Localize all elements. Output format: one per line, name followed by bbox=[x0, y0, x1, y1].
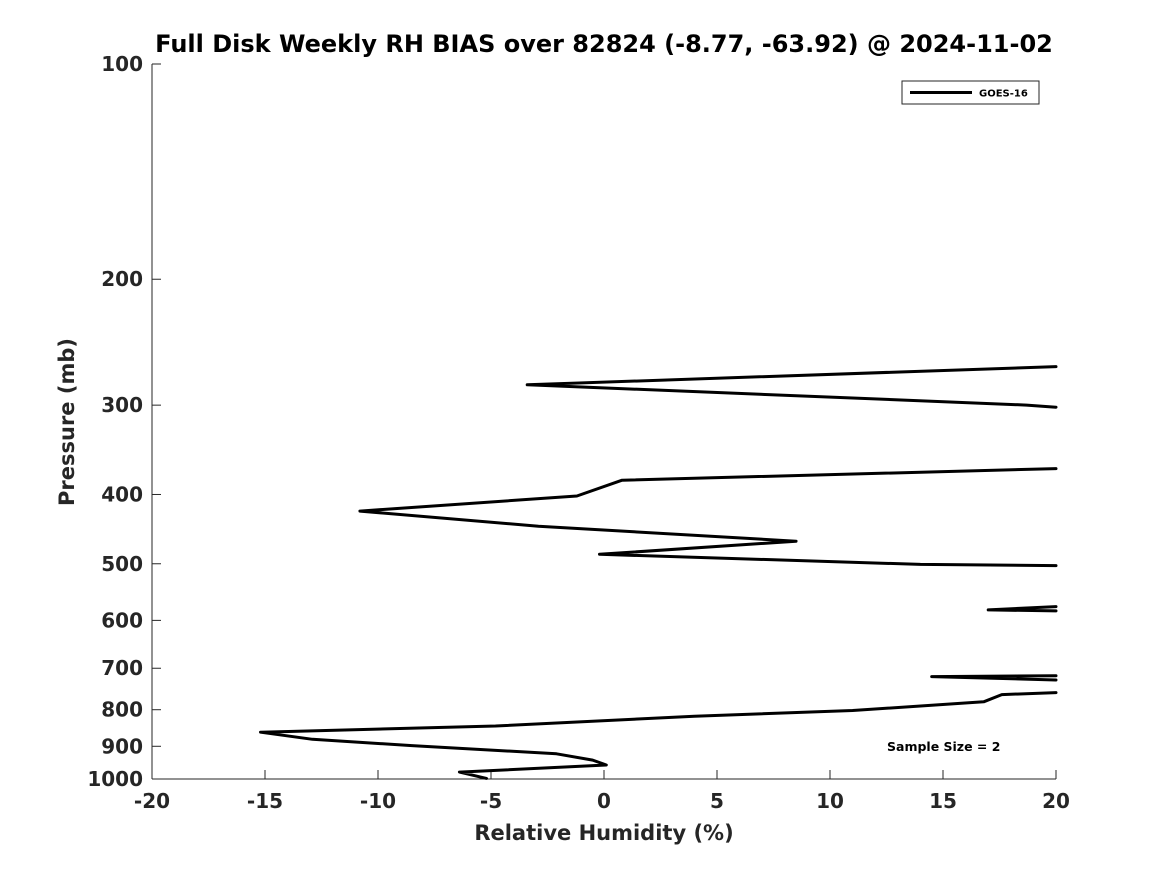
series-line-segment bbox=[986, 605, 1058, 613]
y-tick-label: 1000 bbox=[87, 767, 143, 791]
y-tick-label: 700 bbox=[101, 656, 143, 680]
series-line-segment bbox=[259, 691, 1058, 780]
y-axis-label: Pressure (mb) bbox=[55, 338, 79, 506]
y-tick-label: 300 bbox=[101, 393, 143, 417]
y-tick-label: 500 bbox=[101, 552, 143, 576]
y-tick-label: 200 bbox=[101, 267, 143, 291]
y-ticks: 100 200 300 400 500 600 700 800 900 1000 bbox=[87, 52, 161, 791]
series-line-segment bbox=[358, 467, 1058, 568]
sample-size-annotation: Sample Size = 2 bbox=[887, 739, 1000, 754]
y-tick-label: 400 bbox=[101, 482, 143, 506]
chart-title: Full Disk Weekly RH BIAS over 82824 (-8.… bbox=[155, 30, 1053, 58]
y-tick-label: 600 bbox=[101, 608, 143, 632]
x-tick-label: 0 bbox=[597, 789, 611, 813]
series-line-segment bbox=[525, 365, 1058, 409]
legend: GOES-16 bbox=[901, 80, 1040, 105]
x-tick-label: 10 bbox=[816, 789, 844, 813]
x-tick-label: -15 bbox=[247, 789, 283, 813]
y-tick-label: 800 bbox=[101, 698, 143, 722]
x-tick-label: -10 bbox=[360, 789, 396, 813]
x-tick-label: 5 bbox=[710, 789, 724, 813]
y-tick-label: 100 bbox=[101, 52, 143, 76]
x-ticks: -20 -15 -10 -5 0 5 10 15 20 bbox=[134, 770, 1070, 813]
series-line-segment bbox=[930, 674, 1058, 682]
series-goes-16 bbox=[259, 365, 1058, 780]
x-axis-label: Relative Humidity (%) bbox=[474, 821, 733, 845]
x-tick-label: 15 bbox=[929, 789, 957, 813]
y-tick-label: 900 bbox=[101, 734, 143, 758]
x-tick-label: -20 bbox=[134, 789, 170, 813]
x-tick-label: 20 bbox=[1042, 789, 1070, 813]
legend-label-goes-16: GOES-16 bbox=[979, 89, 1028, 100]
x-tick-label: -5 bbox=[480, 789, 502, 813]
